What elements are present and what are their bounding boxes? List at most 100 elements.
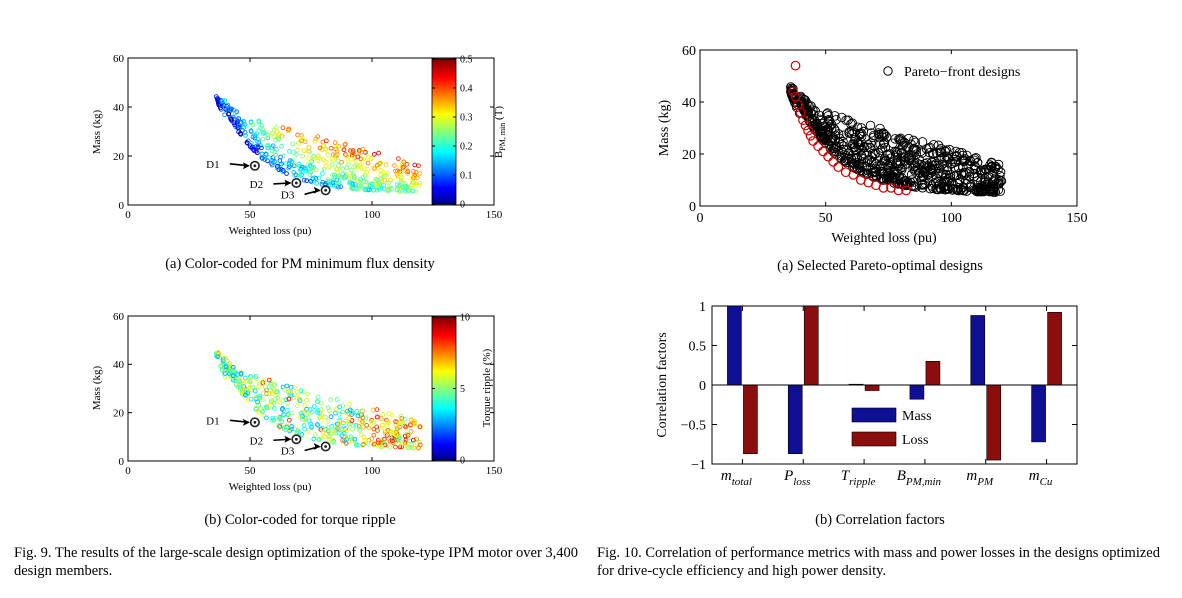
design-point xyxy=(273,152,279,158)
design-point xyxy=(288,389,294,394)
design-point xyxy=(279,419,285,425)
design-point xyxy=(280,125,286,131)
design-point xyxy=(223,371,228,376)
x-tick-label: mCu xyxy=(1029,468,1053,488)
design-point xyxy=(337,431,342,436)
pareto-point xyxy=(836,153,847,164)
fig10b-legend: Mass Loss xyxy=(851,407,932,448)
design-point xyxy=(314,180,320,186)
design-point xyxy=(282,425,287,431)
design-point xyxy=(346,421,352,427)
fig10a-ylabel: Mass (kg) xyxy=(657,99,672,156)
design-point xyxy=(340,166,346,172)
design-point xyxy=(404,431,410,437)
bar-mass xyxy=(727,305,742,386)
pareto-point xyxy=(798,102,809,112)
design-label: D1 xyxy=(206,159,219,171)
fig9b-colorbar xyxy=(431,316,457,461)
design-point xyxy=(402,439,408,445)
design-point xyxy=(348,434,354,439)
pareto-point xyxy=(812,126,823,136)
design-point xyxy=(365,160,371,166)
design-point xyxy=(329,156,335,162)
design-point xyxy=(256,118,262,124)
design-point xyxy=(343,173,348,179)
design-point xyxy=(350,410,355,416)
design-point xyxy=(352,436,358,442)
design-point xyxy=(389,186,394,191)
fig10b-caption: (b) Correlation factors xyxy=(815,512,945,528)
fig9a-caption: (a) Color-coded for PM minimum flux dens… xyxy=(165,256,435,272)
design-point xyxy=(302,402,307,408)
fig9b-plot-frame xyxy=(127,315,495,462)
fig10-caption: Fig. 10. Correlation of performance metr… xyxy=(597,545,1160,579)
y-tick-label: 1 xyxy=(699,300,706,315)
design-point xyxy=(386,180,392,186)
design-point xyxy=(234,109,240,115)
design-point xyxy=(349,148,354,154)
pareto-point xyxy=(904,153,915,163)
pareto-point xyxy=(907,150,917,160)
pareto-point xyxy=(846,119,856,129)
design-point xyxy=(257,406,263,411)
design-marker xyxy=(320,441,331,452)
design-point xyxy=(382,177,388,183)
design-point xyxy=(312,404,317,409)
design-point xyxy=(297,398,303,403)
design-point xyxy=(283,397,289,403)
y-tick-label: 0 xyxy=(119,456,125,468)
design-point xyxy=(354,186,359,192)
design-point xyxy=(346,415,352,421)
design-point xyxy=(268,398,274,404)
pareto-point xyxy=(866,157,877,168)
pareto-point xyxy=(884,160,894,171)
pareto-point xyxy=(866,138,876,148)
design-point xyxy=(313,167,319,173)
design-point xyxy=(297,134,303,140)
fig10a-legend-label: Pareto−front designs xyxy=(904,65,1020,80)
design-point xyxy=(346,176,352,181)
design-point xyxy=(382,436,387,442)
design-point xyxy=(283,160,289,166)
design-point xyxy=(250,122,256,127)
design-point xyxy=(353,159,359,164)
design-point xyxy=(256,139,262,145)
pareto-point xyxy=(970,164,980,175)
design-point xyxy=(395,168,400,174)
y-tick-label: 60 xyxy=(113,311,125,323)
design-point xyxy=(311,436,317,442)
pareto-point xyxy=(835,133,845,144)
y-tick-label: 40 xyxy=(682,96,696,111)
design-point xyxy=(365,441,371,447)
design-point xyxy=(354,409,360,414)
y-tick-label: 20 xyxy=(113,151,125,163)
design-point xyxy=(315,394,321,400)
design-point xyxy=(215,354,221,360)
pareto-point xyxy=(890,134,900,144)
pareto-point xyxy=(943,174,954,184)
pareto-front-point xyxy=(808,136,819,146)
design-point xyxy=(294,389,300,395)
pareto-point xyxy=(855,140,866,150)
design-point xyxy=(411,419,417,424)
design-point xyxy=(363,150,368,155)
design-point xyxy=(369,436,374,442)
design-point xyxy=(357,412,363,417)
design-marker-dot xyxy=(324,188,328,192)
design-point xyxy=(236,116,241,121)
design-point xyxy=(297,168,303,173)
design-point xyxy=(393,444,398,450)
design-point xyxy=(251,147,256,152)
design-point xyxy=(320,171,325,176)
design-point xyxy=(259,397,265,403)
design-point xyxy=(412,162,418,168)
colorbar-tick-label: 0.1 xyxy=(460,171,473,182)
pareto-front-point xyxy=(798,115,808,126)
pareto-point xyxy=(964,171,975,182)
design-point xyxy=(369,420,375,426)
design-point xyxy=(223,363,229,369)
design-point xyxy=(306,412,312,417)
design-point xyxy=(417,424,423,430)
design-point xyxy=(325,425,331,430)
design-point xyxy=(216,102,222,108)
